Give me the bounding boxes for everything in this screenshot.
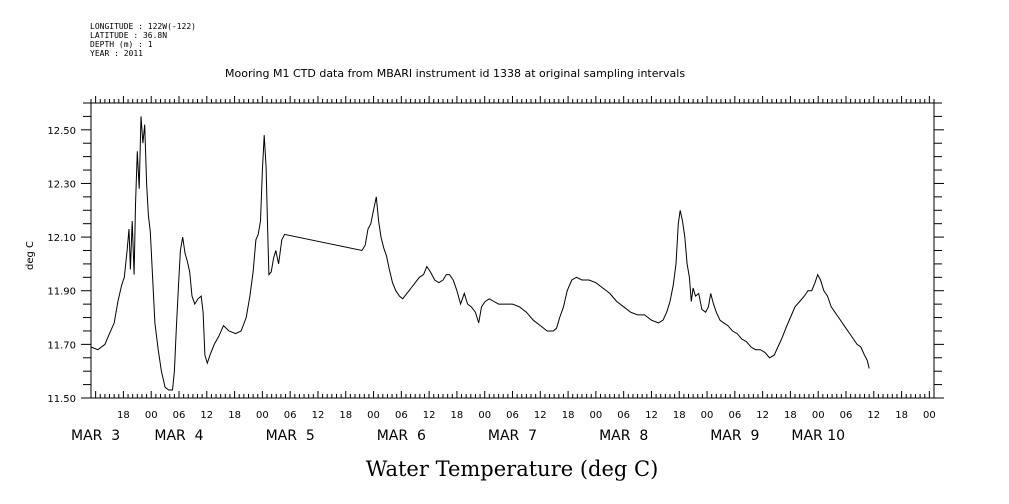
date-labels: MAR 3 MAR 4 MAR 5 MAR 6 MAR 7 MAR 8 MAR 9 MAR 1… bbox=[71, 428, 845, 444]
x-tick-label: 18 bbox=[784, 410, 797, 421]
date-label: MAR 6 bbox=[377, 428, 426, 444]
x-tick-label: 00 bbox=[145, 410, 158, 421]
x-tick-label: 00 bbox=[478, 410, 491, 421]
x-tick-label: 06 bbox=[284, 410, 297, 421]
x-tick-label: 00 bbox=[256, 410, 269, 421]
x-tick-label: 06 bbox=[395, 410, 408, 421]
date-label: MAR 3 bbox=[71, 428, 120, 444]
x-tick-label: 12 bbox=[200, 410, 213, 421]
y-tick-label: 12.30 bbox=[47, 179, 76, 190]
x-tick-labels: 18 00 06 12 18 00 06 12 18 00 06 12 18 00 06 12 18 00 06 12… bbox=[117, 410, 936, 421]
x-tick-label: 00 bbox=[701, 410, 714, 421]
y-tick-label: 11.70 bbox=[47, 340, 76, 351]
x-tick-label: 18 bbox=[117, 410, 130, 421]
depth-label: DEPTH (m) : 1 bbox=[90, 40, 153, 49]
x-tick-label: 00 bbox=[923, 410, 936, 421]
year-label: YEAR : 2011 bbox=[90, 49, 143, 58]
x-tick-label: 12 bbox=[867, 410, 880, 421]
x-tick-label: 06 bbox=[840, 410, 853, 421]
longitude-label: LONGITUDE : 122W(-122) bbox=[90, 22, 196, 31]
x-tick-label: 12 bbox=[534, 410, 547, 421]
x-tick-label: 12 bbox=[312, 410, 325, 421]
axis-ticks bbox=[81, 96, 944, 399]
x-tick-label: 18 bbox=[895, 410, 908, 421]
x-tick-label: 12 bbox=[645, 410, 658, 421]
x-tick-label: 18 bbox=[228, 410, 241, 421]
series-line bbox=[90, 116, 870, 391]
date-label: MAR 4 bbox=[154, 428, 203, 444]
plot-frame bbox=[90, 102, 935, 399]
x-tick-label: 00 bbox=[590, 410, 603, 421]
chart-title: Mooring M1 CTD data from MBARI instrumen… bbox=[225, 67, 686, 80]
x-tick-label: 12 bbox=[756, 410, 769, 421]
y-tick-labels: 11.50 11.70 11.90 12.10 12.30 12.50 bbox=[47, 126, 76, 405]
x-tick-label: 12 bbox=[423, 410, 436, 421]
y-tick-label: 11.90 bbox=[47, 287, 76, 298]
date-label: MAR 9 bbox=[710, 428, 759, 444]
y-tick-label: 11.50 bbox=[47, 394, 76, 405]
x-tick-label: 06 bbox=[728, 410, 741, 421]
y-tick-label: 12.50 bbox=[47, 126, 76, 137]
x-tick-label: 06 bbox=[617, 410, 630, 421]
date-label: MAR 7 bbox=[488, 428, 537, 444]
x-tick-label: 06 bbox=[173, 410, 186, 421]
x-tick-label: 18 bbox=[451, 410, 464, 421]
y-axis-label: deg C bbox=[25, 241, 36, 270]
x-tick-label: 18 bbox=[673, 410, 686, 421]
x-tick-label: 18 bbox=[562, 410, 575, 421]
x-tick-label: 00 bbox=[812, 410, 825, 421]
y-tick-label: 12.10 bbox=[47, 233, 76, 244]
latitude-label: LATITUDE : 36.8N bbox=[90, 31, 168, 40]
x-tick-label: 18 bbox=[339, 410, 352, 421]
date-label: MAR 5 bbox=[266, 428, 315, 444]
x-axis-label: Water Temperature (deg C) bbox=[366, 457, 659, 481]
date-label: MAR 8 bbox=[599, 428, 648, 444]
date-label: MAR 10 bbox=[791, 428, 845, 444]
x-tick-label: 06 bbox=[506, 410, 519, 421]
x-tick-label: 00 bbox=[367, 410, 380, 421]
